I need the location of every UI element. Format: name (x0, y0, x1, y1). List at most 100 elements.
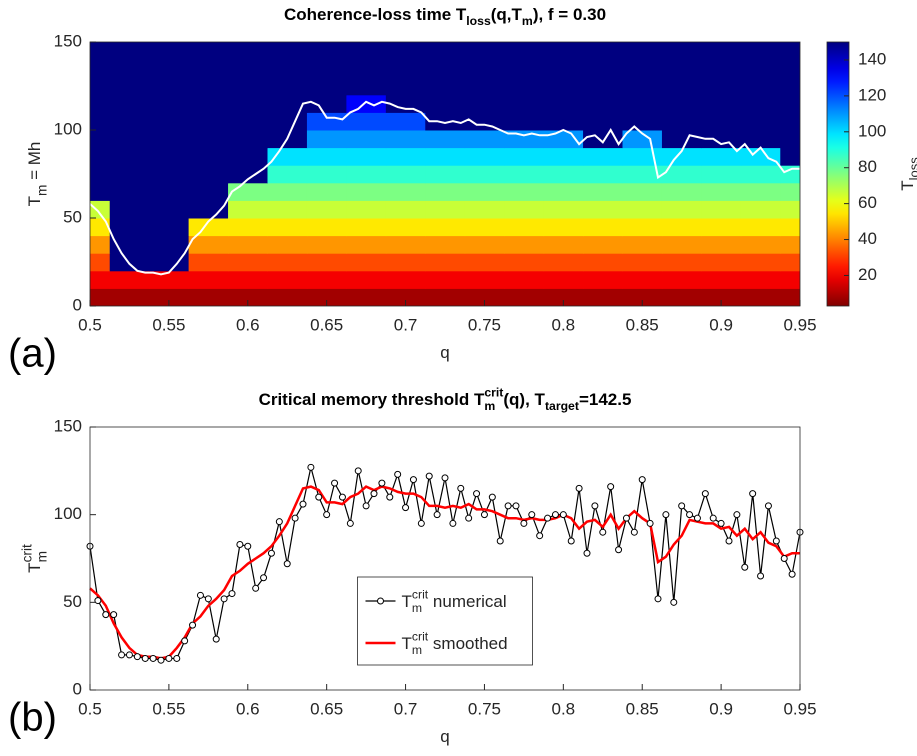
heat-cell (267, 218, 308, 237)
heat-cell (306, 112, 347, 131)
colorbar-tick-label: 60 (858, 193, 877, 212)
heat-cell (583, 94, 623, 113)
heat-cell (267, 253, 308, 272)
marker (536, 532, 544, 540)
text-part: =142.5 (579, 390, 631, 409)
text-part: crit (19, 544, 34, 562)
heat-cell (188, 77, 229, 96)
heat-cell (90, 147, 111, 166)
y-tick-label: 150 (54, 31, 82, 50)
heat-cell (543, 200, 584, 219)
heat-cell (385, 147, 426, 166)
heat-cell (385, 235, 426, 254)
heat-cell (661, 130, 702, 149)
heat-cell (425, 147, 466, 166)
heat-cell (543, 112, 584, 131)
marker (141, 654, 149, 662)
heat-cell (346, 42, 387, 61)
heat-cell (425, 130, 466, 149)
heat-cell (504, 42, 545, 61)
heat-cell (661, 77, 702, 96)
marker (110, 611, 118, 619)
marker (559, 511, 567, 519)
y-tick-label: 50 (63, 207, 82, 226)
axes-box (89, 426, 801, 691)
heat-cell (622, 200, 663, 219)
x-tick-label: 0.5 (78, 315, 102, 334)
heat-cell (622, 235, 663, 254)
marker (196, 591, 204, 599)
heat-cell (306, 77, 347, 96)
heat-cell (543, 42, 584, 61)
heat-cell (188, 42, 229, 61)
heat-cell (109, 182, 150, 201)
heat-cell (543, 253, 584, 272)
colorbar-tick-label: 120 (858, 85, 886, 104)
marker (323, 511, 331, 519)
x-tick-label: 0.7 (394, 315, 418, 334)
heat-cell (740, 112, 781, 131)
text-part: m (34, 185, 49, 196)
marker (717, 519, 725, 527)
marker (504, 502, 512, 510)
marker (133, 653, 141, 661)
marker (102, 611, 110, 619)
heat-cell (385, 182, 426, 201)
marker (615, 546, 623, 554)
heat-cell (780, 94, 800, 113)
heat-cell (583, 235, 623, 254)
y-tick-label: 0 (73, 295, 82, 314)
x-tick-label: 0.9 (709, 699, 733, 718)
heat-cell (346, 165, 387, 184)
heat-cell (583, 147, 623, 166)
heat-cell (661, 235, 702, 254)
marker (267, 549, 275, 557)
x-tick-label: 0.65 (310, 699, 343, 718)
heat-cell (464, 112, 505, 131)
heat-cell (228, 94, 268, 113)
marker (299, 500, 307, 508)
heat-cell (385, 253, 426, 272)
heat-cell (267, 42, 308, 61)
heat-cell (583, 59, 623, 78)
heat-cell (267, 270, 308, 289)
text-part: ), f = 0.30 (533, 5, 606, 24)
heat-cell (109, 200, 150, 219)
heat-cell (90, 253, 111, 272)
heat-cell (740, 253, 781, 272)
panel-label: (b) (8, 696, 57, 740)
y-tick-label: 150 (54, 416, 82, 435)
marker (283, 560, 291, 568)
marker (165, 654, 173, 662)
heat-cell (346, 200, 387, 219)
marker (512, 502, 520, 510)
heat-cell (543, 165, 584, 184)
heat-cell (464, 270, 505, 289)
marker (189, 621, 197, 629)
marker (181, 637, 189, 645)
text-part: m (484, 399, 495, 413)
heat-cell (464, 288, 505, 306)
heat-cell (306, 270, 347, 289)
heat-cell (90, 235, 111, 254)
heat-cell (90, 112, 111, 131)
heat-cell (425, 59, 466, 78)
heat-cell (583, 253, 623, 272)
marker (441, 474, 449, 482)
heat-cell (306, 200, 347, 219)
heat-cell (464, 130, 505, 149)
heat-cell (504, 253, 545, 272)
marker (622, 514, 630, 522)
heat-cell (267, 288, 308, 306)
text-part: m (34, 551, 49, 562)
text-part: (q), T (503, 390, 545, 409)
marker (520, 519, 528, 527)
marker (228, 590, 236, 598)
marker (354, 467, 362, 475)
heat-cell (464, 59, 505, 78)
marker (149, 654, 157, 662)
heat-cell (425, 288, 466, 306)
heat-cell (464, 165, 505, 184)
heat-cell (267, 59, 308, 78)
marker (118, 651, 126, 659)
